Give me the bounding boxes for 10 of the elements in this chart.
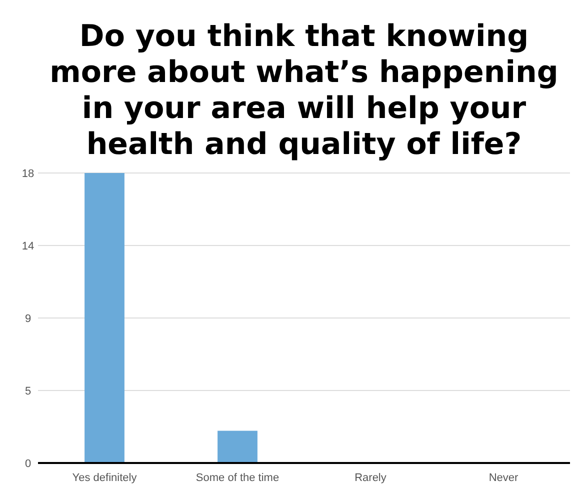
y-tick-label: 9 xyxy=(24,312,32,325)
y-tick-label: 5 xyxy=(24,385,32,398)
x-tick-label: Yes definitely xyxy=(72,472,138,484)
y-tick-label: 14 xyxy=(22,240,34,252)
x-tick-label: Some of the time xyxy=(196,472,280,484)
y-tick-label: 0 xyxy=(24,458,32,470)
y-tick-label: 18 xyxy=(22,168,34,180)
x-tick-label: Rarely xyxy=(354,472,387,484)
x-tick-label: Never xyxy=(488,472,519,484)
chart-title: Do you think that knowing more about what’s happening in your area will help your health and quality of life? xyxy=(50,19,558,162)
